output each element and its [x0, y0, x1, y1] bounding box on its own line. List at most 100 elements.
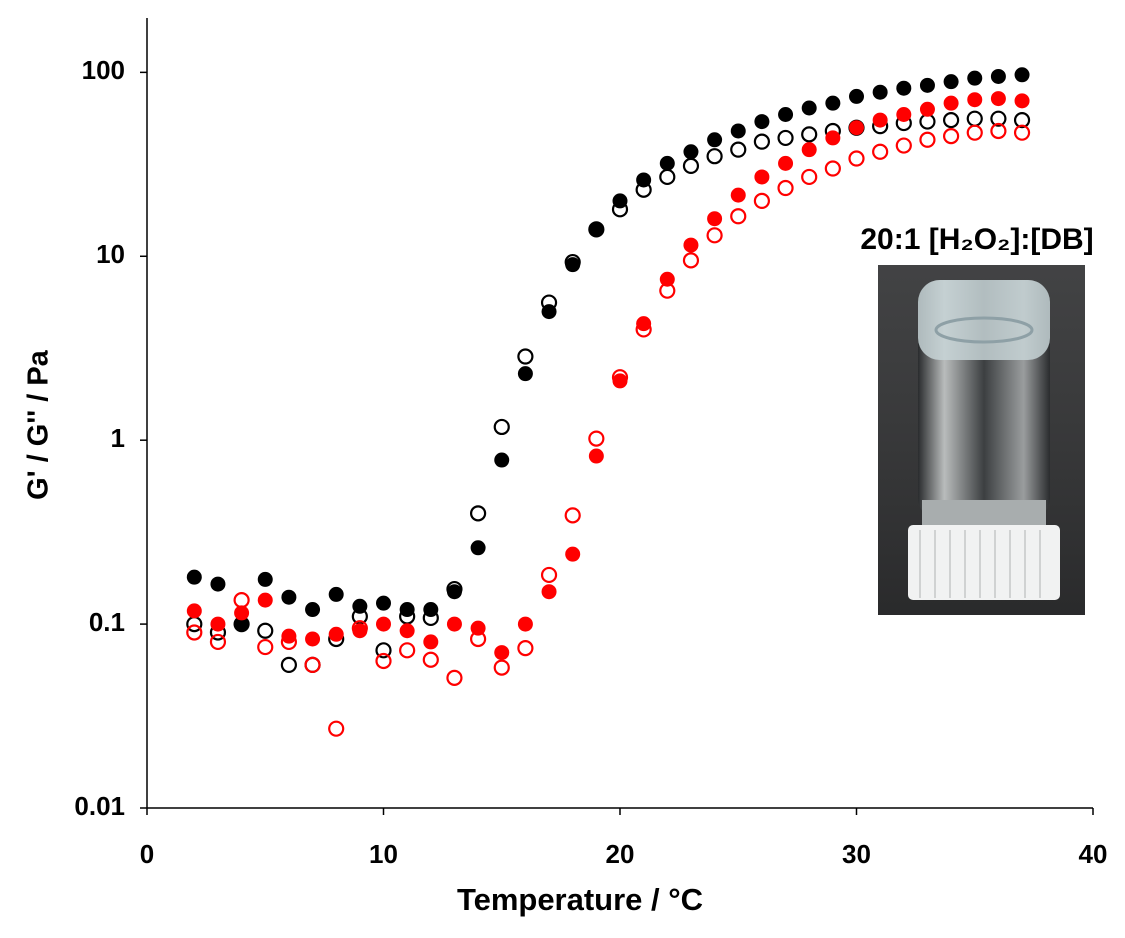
- point: [611, 201, 629, 218]
- point: [541, 584, 557, 600]
- point: [588, 221, 605, 238]
- point: [257, 638, 274, 656]
- point: [849, 88, 864, 104]
- point: [494, 452, 510, 468]
- point: [328, 626, 344, 642]
- point: [896, 80, 912, 96]
- point: [470, 630, 487, 648]
- point: [446, 616, 462, 632]
- x-tick-label: 0: [140, 839, 154, 869]
- point: [849, 120, 864, 136]
- point: [942, 128, 960, 145]
- point: [730, 187, 746, 203]
- point: [376, 616, 391, 632]
- point: [470, 505, 487, 522]
- point: [328, 720, 345, 737]
- point: [636, 316, 652, 332]
- point: [990, 68, 1006, 84]
- point: [943, 74, 959, 90]
- point: [990, 110, 1007, 127]
- point: [777, 179, 794, 197]
- point: [423, 634, 439, 650]
- point: [257, 622, 274, 639]
- point: [872, 112, 888, 128]
- point: [683, 237, 699, 253]
- point: [376, 595, 391, 611]
- point: [399, 642, 416, 659]
- point: [280, 633, 297, 651]
- point: [919, 131, 936, 148]
- point: [1014, 93, 1030, 109]
- point: [635, 181, 652, 198]
- point: [257, 592, 273, 608]
- point: [494, 645, 510, 661]
- point: [682, 157, 700, 175]
- point: [824, 160, 841, 177]
- point: [375, 642, 392, 659]
- point: [611, 369, 629, 386]
- point: [565, 546, 581, 562]
- point: [801, 126, 818, 143]
- point: [967, 70, 983, 86]
- y-tick-label: 0.01: [74, 791, 125, 821]
- point: [990, 91, 1006, 107]
- point: [234, 616, 250, 632]
- point: [209, 633, 227, 651]
- point: [872, 84, 888, 100]
- point: [493, 418, 510, 436]
- point: [872, 143, 889, 160]
- point: [517, 640, 534, 657]
- point: [683, 144, 699, 160]
- point: [966, 124, 983, 141]
- point: [564, 507, 581, 524]
- point: [446, 580, 463, 598]
- point: [1013, 124, 1031, 141]
- point: [682, 252, 700, 269]
- point: [895, 137, 912, 154]
- point: [210, 616, 226, 632]
- point: [280, 656, 297, 673]
- vial-photo: [878, 265, 1085, 615]
- point: [470, 540, 486, 556]
- point: [730, 123, 746, 139]
- y-tick-label: 100: [82, 55, 125, 85]
- point: [706, 148, 723, 165]
- point: [707, 211, 723, 227]
- point: [967, 92, 983, 108]
- point: [966, 110, 983, 127]
- point: [778, 107, 794, 123]
- point: [281, 589, 297, 605]
- point: [707, 132, 723, 148]
- point: [943, 95, 959, 111]
- point: [778, 155, 794, 171]
- point: [825, 130, 841, 146]
- point: [706, 227, 723, 244]
- y-tick-label: 0.1: [89, 607, 125, 637]
- point: [305, 631, 321, 647]
- point: [540, 566, 558, 584]
- point: [1014, 67, 1030, 83]
- point: [777, 129, 794, 147]
- annotation: 20:1 [H₂O₂]:[DB]: [860, 223, 1093, 256]
- point: [919, 101, 935, 117]
- point: [588, 448, 604, 464]
- point: [233, 592, 250, 609]
- point: [564, 253, 581, 271]
- point: [848, 150, 865, 167]
- point: [517, 366, 533, 382]
- x-tick-label: 10: [369, 839, 398, 869]
- point: [801, 168, 818, 186]
- point: [517, 348, 534, 365]
- point: [942, 112, 960, 129]
- point: [753, 133, 771, 150]
- x-tick-label: 20: [606, 839, 635, 869]
- point: [754, 114, 770, 130]
- y-axis-title: G' / G'' / Pa: [23, 349, 55, 499]
- point: [730, 141, 747, 158]
- point: [612, 373, 628, 389]
- point: [281, 628, 297, 644]
- point: [919, 77, 935, 93]
- point: [234, 605, 250, 621]
